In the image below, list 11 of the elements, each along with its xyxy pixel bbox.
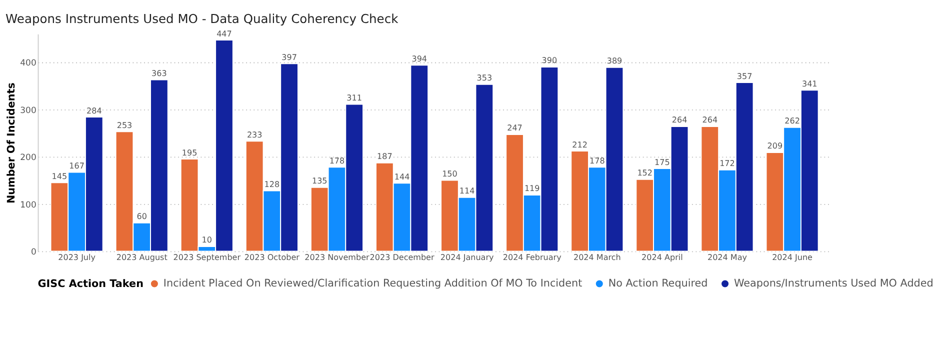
legend-label: Incident Placed On Reviewed/Clarification Requesting Addition Of MO To Incident xyxy=(163,278,582,290)
y-tick-label: 100 xyxy=(20,200,36,210)
y-axis-title: Number Of Incidents xyxy=(5,82,18,204)
chart-title: Weapons Instruments Used MO - Data Quality Coherency Check xyxy=(6,12,400,26)
y-tick-label: 0 xyxy=(30,247,36,258)
y-tick-label: 200 xyxy=(20,153,36,164)
legend-title: GISC Action Taken xyxy=(38,278,144,290)
legend-label: No Action Required xyxy=(608,278,708,290)
legend-label: Weapons/Instruments Used MO Added xyxy=(734,278,934,290)
y-tick-label: 300 xyxy=(20,106,36,116)
y-tick-label: 400 xyxy=(20,58,36,69)
